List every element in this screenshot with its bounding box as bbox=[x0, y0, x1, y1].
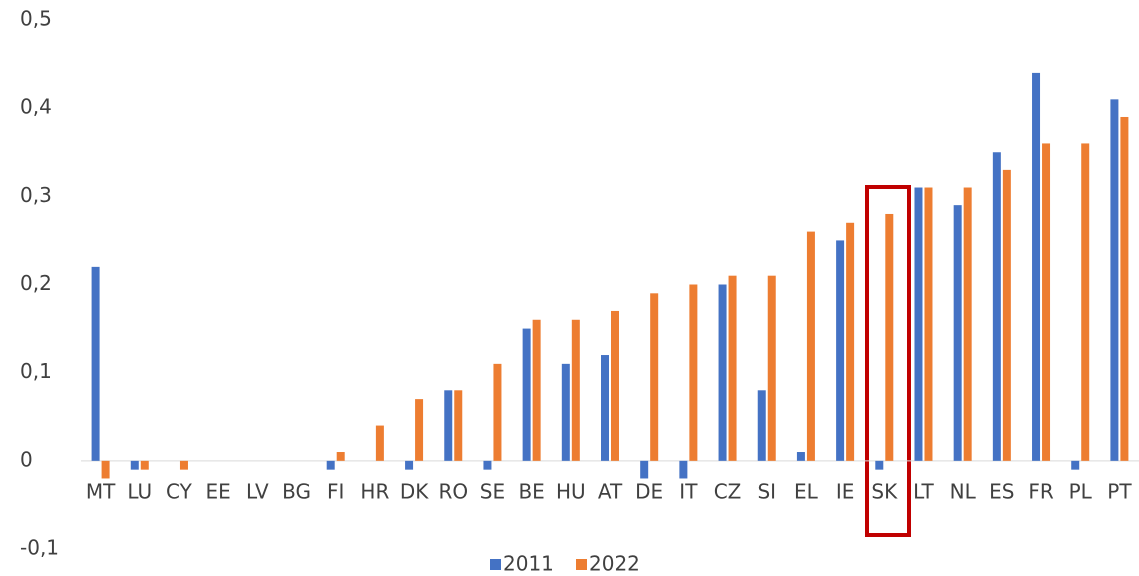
bar bbox=[444, 390, 453, 461]
bar bbox=[611, 310, 619, 461]
x-tick-label: LT bbox=[913, 480, 934, 504]
y-tick-label: 0,3 bbox=[20, 183, 52, 207]
bar bbox=[836, 240, 845, 461]
x-tick-label: RO bbox=[438, 480, 468, 504]
x-tick-label: NL bbox=[950, 480, 977, 504]
bar bbox=[179, 460, 188, 470]
bar bbox=[1032, 72, 1041, 461]
x-tick-label: HU bbox=[556, 480, 586, 504]
legend-label: 2022 bbox=[589, 552, 640, 576]
legend-swatch bbox=[576, 559, 587, 570]
bar bbox=[914, 187, 923, 461]
bar bbox=[924, 187, 933, 461]
bar bbox=[953, 205, 962, 461]
x-tick-label: CY bbox=[166, 480, 193, 504]
x-tick-label: FR bbox=[1028, 480, 1054, 504]
bar bbox=[326, 460, 335, 470]
bar bbox=[336, 452, 345, 461]
bar bbox=[561, 363, 570, 461]
bar bbox=[640, 460, 649, 479]
x-tick-label: MT bbox=[86, 480, 116, 504]
x-tick-label: SK bbox=[871, 480, 898, 504]
x-tick-label: LV bbox=[246, 480, 269, 504]
bar bbox=[493, 363, 502, 461]
bar bbox=[601, 355, 609, 461]
x-tick-label: IT bbox=[679, 480, 698, 504]
bar bbox=[1002, 169, 1011, 461]
bar bbox=[522, 328, 531, 461]
bar bbox=[91, 266, 100, 461]
x-tick-label: CZ bbox=[714, 480, 742, 504]
x-tick-label: EL bbox=[794, 480, 819, 504]
legend-label: 2011 bbox=[503, 552, 554, 576]
bar bbox=[650, 293, 659, 461]
y-tick-label: 0,2 bbox=[20, 271, 52, 295]
bar bbox=[796, 452, 805, 461]
bar bbox=[1081, 143, 1090, 461]
bar bbox=[1042, 143, 1051, 461]
x-tick-label: SE bbox=[480, 480, 505, 504]
bar bbox=[101, 460, 110, 479]
x-tick-label: HR bbox=[360, 480, 389, 504]
bar bbox=[571, 319, 580, 461]
x-tick-label: EE bbox=[206, 480, 231, 504]
y-tick-label: 0,5 bbox=[20, 7, 52, 31]
bar bbox=[1110, 99, 1119, 461]
x-tick-label: LU bbox=[127, 480, 152, 504]
y-tick-label: 0,4 bbox=[20, 95, 52, 119]
bar bbox=[846, 222, 855, 461]
bar bbox=[963, 187, 972, 461]
y-tick-label: 0 bbox=[20, 447, 33, 471]
bar bbox=[415, 399, 424, 461]
bar bbox=[806, 231, 815, 461]
bar bbox=[728, 275, 737, 461]
bar bbox=[483, 460, 492, 470]
bar bbox=[992, 152, 1001, 461]
x-tick-label: FI bbox=[327, 480, 344, 504]
bar bbox=[130, 460, 139, 470]
x-tick-label: DE bbox=[635, 480, 663, 504]
x-tick-label: BE bbox=[518, 480, 544, 504]
bar bbox=[1120, 116, 1129, 461]
bar bbox=[689, 284, 698, 461]
bar bbox=[885, 213, 894, 461]
bar bbox=[875, 460, 884, 470]
bar bbox=[1071, 460, 1080, 470]
x-tick-label: IE bbox=[836, 480, 855, 504]
x-tick-label: BG bbox=[282, 480, 311, 504]
x-tick-label: PL bbox=[1069, 480, 1093, 504]
x-tick-label: DK bbox=[400, 480, 429, 504]
x-tick-label: AT bbox=[598, 480, 623, 504]
bar bbox=[532, 319, 541, 461]
bar bbox=[757, 390, 766, 461]
y-tick-label: -0,1 bbox=[20, 536, 59, 560]
bar bbox=[767, 275, 776, 461]
bar bbox=[718, 284, 727, 461]
bar bbox=[679, 460, 688, 479]
bar bbox=[375, 425, 384, 461]
legend-swatch bbox=[490, 559, 501, 570]
y-tick-label: 0,1 bbox=[20, 359, 52, 383]
highlight-box bbox=[865, 185, 911, 537]
bar bbox=[140, 460, 149, 470]
bar bbox=[405, 460, 414, 470]
x-tick-label: SI bbox=[757, 480, 776, 504]
bar bbox=[454, 390, 463, 461]
x-tick-label: PT bbox=[1107, 480, 1132, 504]
x-tick-label: ES bbox=[989, 480, 1014, 504]
